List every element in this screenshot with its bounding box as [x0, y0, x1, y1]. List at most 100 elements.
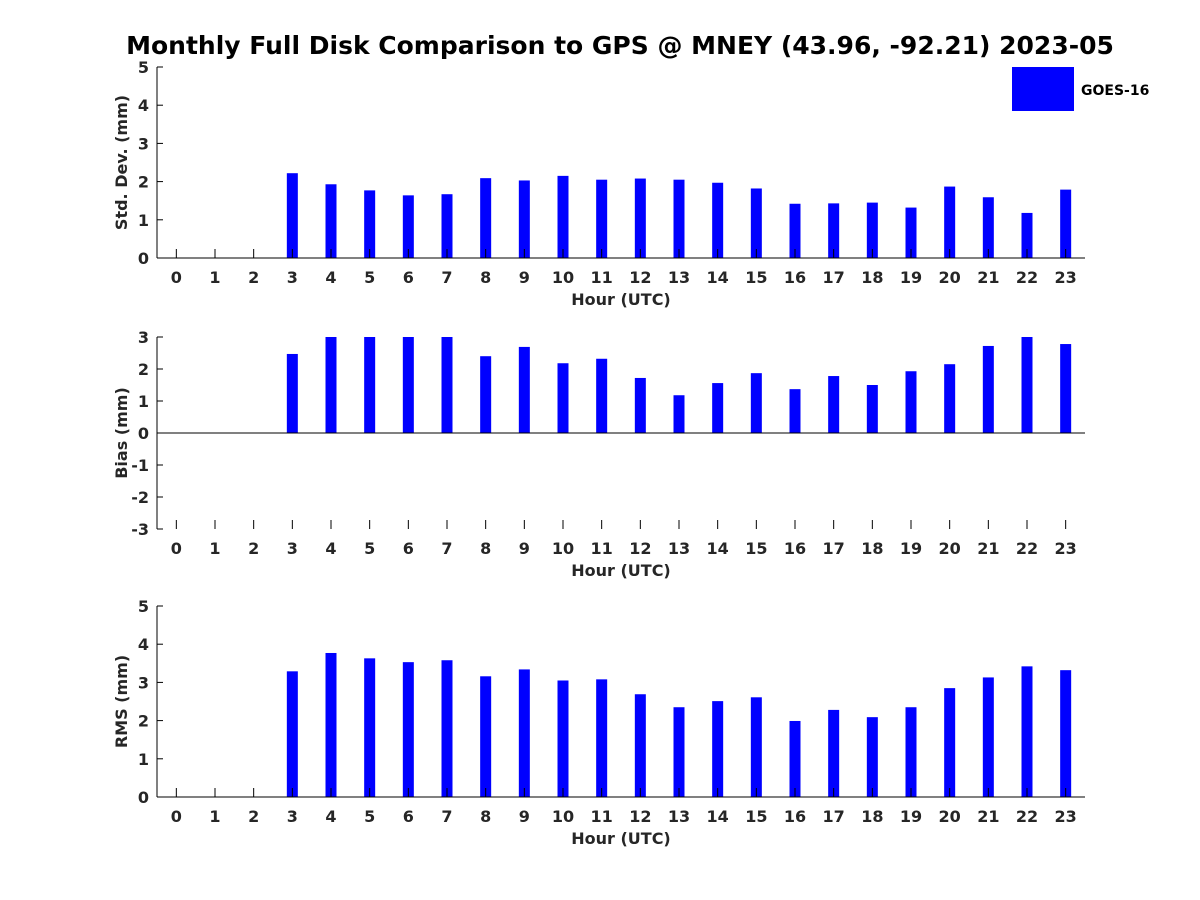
- rms-bar-hour-7: [441, 660, 453, 797]
- bias-x-tick-label: 0: [171, 539, 182, 558]
- bias-x-tick-label: 15: [745, 539, 767, 558]
- rms-bar-hour-9: [518, 669, 530, 797]
- std-dev-bar-hour-20: [944, 186, 956, 258]
- std-dev-x-tick-label: 9: [519, 268, 530, 287]
- std-dev-bar-hour-6: [402, 195, 414, 258]
- bias-x-tick-label: 22: [1016, 539, 1038, 558]
- rms-x-tick-label: 17: [823, 807, 845, 826]
- std-dev-x-tick-label: 18: [861, 268, 883, 287]
- rms-x-tick-label: 19: [900, 807, 922, 826]
- std-dev-x-tick-label: 2: [248, 268, 259, 287]
- rms-x-tick-label: 3: [287, 807, 298, 826]
- std-dev-x-tick-label: 14: [707, 268, 729, 287]
- std-dev-bar-hour-5: [364, 190, 376, 258]
- bias-y-tick-label: 3: [138, 328, 149, 347]
- bias-bar-hour-17: [828, 376, 840, 433]
- bias-x-tick-label: 23: [1055, 539, 1077, 558]
- bias-bars: [286, 337, 1072, 433]
- rms-bar-hour-10: [557, 680, 569, 797]
- std-dev-bar-hour-12: [634, 178, 646, 258]
- std-dev-x-tick-label: 7: [441, 268, 452, 287]
- std-dev-y-tick-label: 0: [138, 249, 149, 268]
- bias-y-tick-label: -1: [131, 456, 149, 475]
- rms-x-tick-label: 15: [745, 807, 767, 826]
- bias-x-tick-label: 21: [977, 539, 999, 558]
- bias-x-axis-label: Hour (UTC): [571, 561, 671, 580]
- std-dev-x-tick-label: 1: [209, 268, 220, 287]
- std-dev-y-axis-label: Std. Dev. (mm): [112, 95, 131, 230]
- bias-bar-hour-7: [441, 337, 453, 433]
- bias-x-tick-label: 20: [939, 539, 961, 558]
- rms-y-tick-label: 0: [138, 788, 149, 807]
- std-dev-x-tick-label: 20: [939, 268, 961, 287]
- rms-x-tick-label: 6: [403, 807, 414, 826]
- rms-x-tick-label: 14: [707, 807, 729, 826]
- rms-x-tick-label: 23: [1055, 807, 1077, 826]
- bias-bar-hour-22: [1021, 337, 1033, 433]
- bias-bar-hour-19: [905, 371, 917, 433]
- rms-y-tick-label: 3: [138, 673, 149, 692]
- std-dev-x-tick-label: 8: [480, 268, 491, 287]
- bias-bar-hour-21: [982, 345, 994, 433]
- std-dev-bar-hour-19: [905, 207, 917, 258]
- bias-bar-hour-18: [866, 385, 878, 433]
- bias-bar-hour-16: [789, 389, 801, 433]
- legend: GOES-16: [1012, 67, 1149, 111]
- std-dev-bar-hour-4: [325, 184, 337, 258]
- std-dev-bars: [286, 173, 1072, 258]
- rms-x-tick-label: 18: [861, 807, 883, 826]
- rms-bar-hour-19: [905, 707, 917, 797]
- bias-x-tick-label: 7: [441, 539, 452, 558]
- rms-bar-hour-13: [673, 707, 685, 797]
- rms-bar-hour-5: [364, 658, 376, 797]
- rms-x-tick-label: 20: [939, 807, 961, 826]
- std-dev-x-tick-label: 0: [171, 268, 182, 287]
- bias-bar-hour-3: [286, 353, 298, 433]
- rms-bar-hour-3: [286, 671, 298, 797]
- rms-y-tick-label: 5: [138, 597, 149, 616]
- bias-bar-hour-4: [325, 337, 337, 433]
- bias-bar-hour-12: [634, 377, 646, 433]
- bias-x-tick-label: 11: [591, 539, 613, 558]
- std-dev-bar-hour-22: [1021, 212, 1033, 258]
- bias-x-tick-label: 9: [519, 539, 530, 558]
- rms-x-tick-label: 7: [441, 807, 452, 826]
- legend-swatch: [1012, 67, 1074, 111]
- std-dev-x-tick-label: 13: [668, 268, 690, 287]
- std-dev-x-tick-label: 12: [629, 268, 651, 287]
- bias-bar-hour-6: [402, 337, 414, 433]
- bias-bar-hour-20: [944, 364, 956, 433]
- bias-x-tick-label: 19: [900, 539, 922, 558]
- rms-x-tick-label: 5: [364, 807, 375, 826]
- std-dev-x-tick-label: 19: [900, 268, 922, 287]
- rms-x-tick-label: 2: [248, 807, 259, 826]
- bias-bar-hour-5: [364, 337, 376, 433]
- rms-bar-hour-8: [480, 676, 492, 797]
- bias-x-tick-label: 14: [707, 539, 729, 558]
- std-dev-y-tick-label: 3: [138, 134, 149, 153]
- std-dev-y-tick-label: 1: [138, 211, 149, 230]
- legend-label: GOES-16: [1081, 83, 1149, 99]
- bias-x-tick-label: 3: [287, 539, 298, 558]
- bias-y-tick-label: 1: [138, 392, 149, 411]
- bias-x-tick-label: 16: [784, 539, 806, 558]
- bias-y-tick-label: -3: [131, 520, 149, 539]
- rms-bar-hour-22: [1021, 666, 1033, 797]
- rms-bar-hour-16: [789, 720, 801, 797]
- rms-bar-hour-12: [634, 694, 646, 797]
- rms-bar-hour-23: [1060, 670, 1072, 797]
- rms-x-tick-label: 10: [552, 807, 574, 826]
- std-dev-bar-hour-9: [518, 180, 530, 258]
- bias-x-tick-label: 8: [480, 539, 491, 558]
- std-dev-x-tick-label: 4: [325, 268, 336, 287]
- std-dev-x-tick-label: 6: [403, 268, 414, 287]
- chart-title: Monthly Full Disk Comparison to GPS @ MN…: [126, 31, 1114, 60]
- rms-x-tick-label: 0: [171, 807, 182, 826]
- rms-x-tick-label: 16: [784, 807, 806, 826]
- rms-y-axis-label: RMS (mm): [112, 655, 131, 748]
- bias-x-tick-label: 13: [668, 539, 690, 558]
- rms-bar-hour-21: [982, 677, 994, 797]
